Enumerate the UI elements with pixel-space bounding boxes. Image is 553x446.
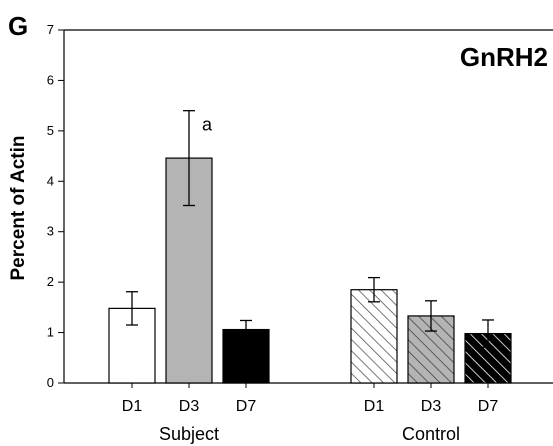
y-tick-label: 6 [47, 72, 54, 87]
x-tick-label: D7 [236, 398, 257, 415]
x-tick-label: D1 [122, 398, 143, 415]
y-tick-label: 5 [47, 123, 54, 138]
x-tick-label: D3 [421, 398, 442, 415]
chart-title: GnRH2 [460, 42, 548, 72]
bar-control-d1 [350, 289, 398, 384]
y-tick-label: 3 [47, 224, 54, 239]
y-axis-label: Percent of Actin [8, 136, 29, 281]
y-tick-label: 1 [47, 325, 54, 340]
x-tick-label: D3 [179, 398, 200, 415]
y-tick-label: 4 [47, 173, 54, 188]
group-label: Control [402, 424, 460, 444]
y-tick-label: 7 [47, 22, 54, 37]
x-tick-label: D1 [364, 398, 385, 415]
group-label: Subject [159, 424, 219, 444]
plot-area: 0 1 2 3 4 5 6 7 D1 a D3 D7 Subject D1 D3 D7 Control [47, 22, 553, 444]
x-tick-label: D7 [478, 398, 499, 415]
y-tick-label: 2 [47, 274, 54, 289]
y-tick-label: 0 [47, 375, 54, 390]
significance-label: a [202, 115, 213, 135]
panel-label: G [8, 11, 28, 41]
